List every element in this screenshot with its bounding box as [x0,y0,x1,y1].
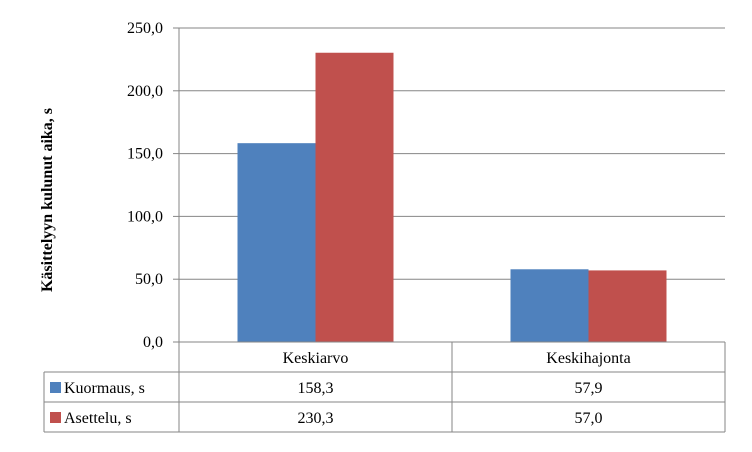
table-value: 158,3 [298,380,334,397]
legend-label: Kuormaus, s [64,380,145,397]
bar-kuormaus-0 [237,143,316,342]
y-tick-label: 200,0 [127,83,163,100]
bar-asettelu-1 [588,270,667,342]
bars [237,52,667,343]
table-value: 57,9 [575,380,603,397]
y-tick-label: 50,0 [135,271,163,288]
y-tick-label: 250,0 [127,20,163,37]
legend-label: Asettelu, s [64,410,132,427]
axes [173,27,180,343]
y-tick-labels: 0,0 50,0 100,0 150,0 200,0 250,0 [127,20,163,351]
y-tick-label: 150,0 [127,146,163,163]
y-tick-label: 100,0 [127,208,163,225]
data-table: Keskiarvo Keskihajonta Kuormaus, s 158,3 57,… [43,341,726,433]
legend-swatch [50,382,61,393]
x-category-label: Keskihajonta [546,350,630,367]
x-category-label: Keskiarvo [283,350,349,367]
table-value: 230,3 [298,410,334,427]
bar-asettelu-0 [315,52,394,343]
y-tick-label: 0,0 [143,334,163,351]
y-axis-label: Käsittelyyn kulunut aika, s [39,108,56,292]
legend-swatch [50,412,61,423]
bar-kuormaus-1 [510,269,589,342]
table-value: 57,0 [575,410,603,427]
